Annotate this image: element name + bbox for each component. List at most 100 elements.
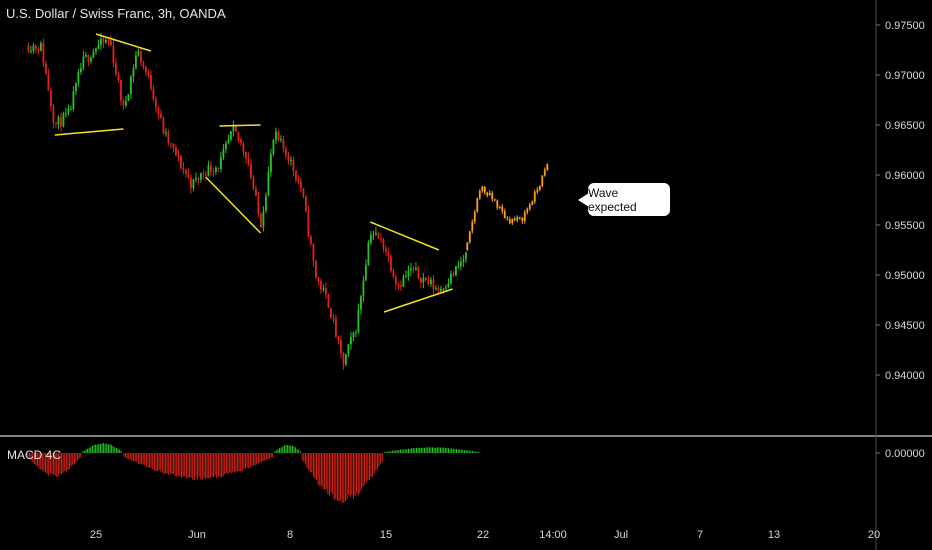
candle-body — [205, 174, 207, 176]
macd-bar — [182, 453, 184, 477]
pattern-trendline — [370, 221, 440, 251]
macd-bar — [275, 450, 277, 453]
macd-bar — [325, 453, 327, 490]
macd-bar — [336, 453, 338, 501]
macd-bar — [264, 453, 266, 461]
macd-bar — [387, 451, 389, 453]
macd-bar — [109, 444, 111, 453]
macd-bar — [88, 447, 90, 453]
macd-bar — [141, 453, 143, 465]
macd-bar — [299, 451, 301, 453]
macd-bar — [303, 453, 305, 463]
macd-bar — [364, 453, 366, 485]
candle-body — [270, 154, 272, 173]
candle-body — [120, 79, 122, 101]
macd-bar — [221, 453, 223, 478]
macd-bar — [57, 453, 59, 477]
candle-body — [97, 45, 100, 49]
projection-candle — [501, 206, 504, 212]
macd-bar — [101, 443, 103, 453]
macd-bar — [49, 453, 51, 474]
macd-bar — [229, 453, 231, 473]
macd-bar — [351, 453, 353, 495]
macd-bar — [359, 453, 361, 494]
macd-bar — [67, 453, 69, 470]
projection-candle — [538, 185, 541, 190]
candle-body — [112, 45, 115, 64]
macd-bar — [245, 453, 247, 469]
candle-body — [60, 116, 62, 127]
macd-bar — [349, 453, 351, 498]
candle-body — [385, 248, 387, 253]
chart-title: U.S. Dollar / Swiss Franc, 3h, OANDA — [6, 6, 226, 21]
macd-bar — [256, 453, 258, 465]
macd-bar — [478, 452, 480, 453]
candle-body — [427, 279, 430, 285]
macd-bar — [201, 453, 203, 480]
candle-body — [345, 354, 347, 365]
candle-body — [217, 167, 220, 170]
macd-bar — [448, 448, 449, 453]
macd-bar — [348, 453, 350, 495]
projection-candle — [531, 201, 534, 205]
wave-expected-callout[interactable]: Wave expected — [588, 183, 670, 216]
macd-bar — [283, 445, 285, 453]
candle-body — [275, 131, 277, 140]
time-tick-label: 20 — [868, 529, 880, 541]
candle-body — [115, 63, 117, 75]
macd-bar — [126, 453, 128, 459]
macd-bar — [142, 453, 144, 465]
candle-body — [302, 188, 305, 197]
macd-bar — [208, 453, 210, 479]
candle-body — [72, 91, 75, 110]
macd-bar — [293, 446, 295, 453]
macd-bar — [114, 447, 116, 453]
macd-bar — [475, 451, 477, 453]
projection-candle — [491, 192, 494, 200]
candle-body — [280, 139, 282, 141]
macd-bar — [120, 450, 122, 453]
candle-body — [437, 288, 440, 291]
macd-bar — [153, 453, 155, 471]
candle-body — [357, 309, 360, 333]
macd-bar — [287, 444, 289, 453]
candle-body — [337, 337, 340, 340]
macd-bar — [106, 443, 108, 453]
macd-bar — [368, 453, 370, 481]
macd-bar — [35, 453, 37, 466]
projection-candle — [486, 192, 489, 196]
macd-bar — [257, 453, 259, 464]
projection-candle — [526, 208, 529, 213]
candle-body — [425, 277, 427, 280]
macd-bar — [119, 449, 121, 453]
macd-bar — [454, 449, 456, 453]
candle-body — [442, 288, 445, 290]
macd-bar — [285, 444, 287, 453]
macd-bar — [473, 451, 475, 453]
pattern-trendline — [205, 176, 262, 234]
macd-bar — [435, 447, 437, 453]
candle-body — [300, 181, 302, 189]
candle-body — [222, 149, 225, 158]
pattern-trendline — [219, 124, 261, 127]
macd-bar — [444, 447, 446, 453]
macd-bar — [406, 449, 408, 453]
macd-bar — [165, 453, 167, 474]
macd-bar — [145, 453, 147, 468]
macd-bar — [95, 444, 97, 453]
candle-body — [125, 100, 127, 106]
pattern-trendline — [95, 33, 152, 52]
macd-bar — [446, 448, 448, 453]
macd-bar — [341, 453, 343, 503]
macd-bar — [27, 453, 29, 457]
candle-body — [245, 151, 247, 158]
projection-candle — [513, 218, 516, 221]
macd-bar — [298, 449, 300, 453]
macd-bar — [465, 449, 467, 453]
macd-bar — [428, 447, 430, 453]
candle-body — [190, 177, 192, 189]
macd-bar — [209, 453, 211, 479]
candle-body — [457, 266, 460, 268]
macd-bar — [253, 453, 255, 466]
